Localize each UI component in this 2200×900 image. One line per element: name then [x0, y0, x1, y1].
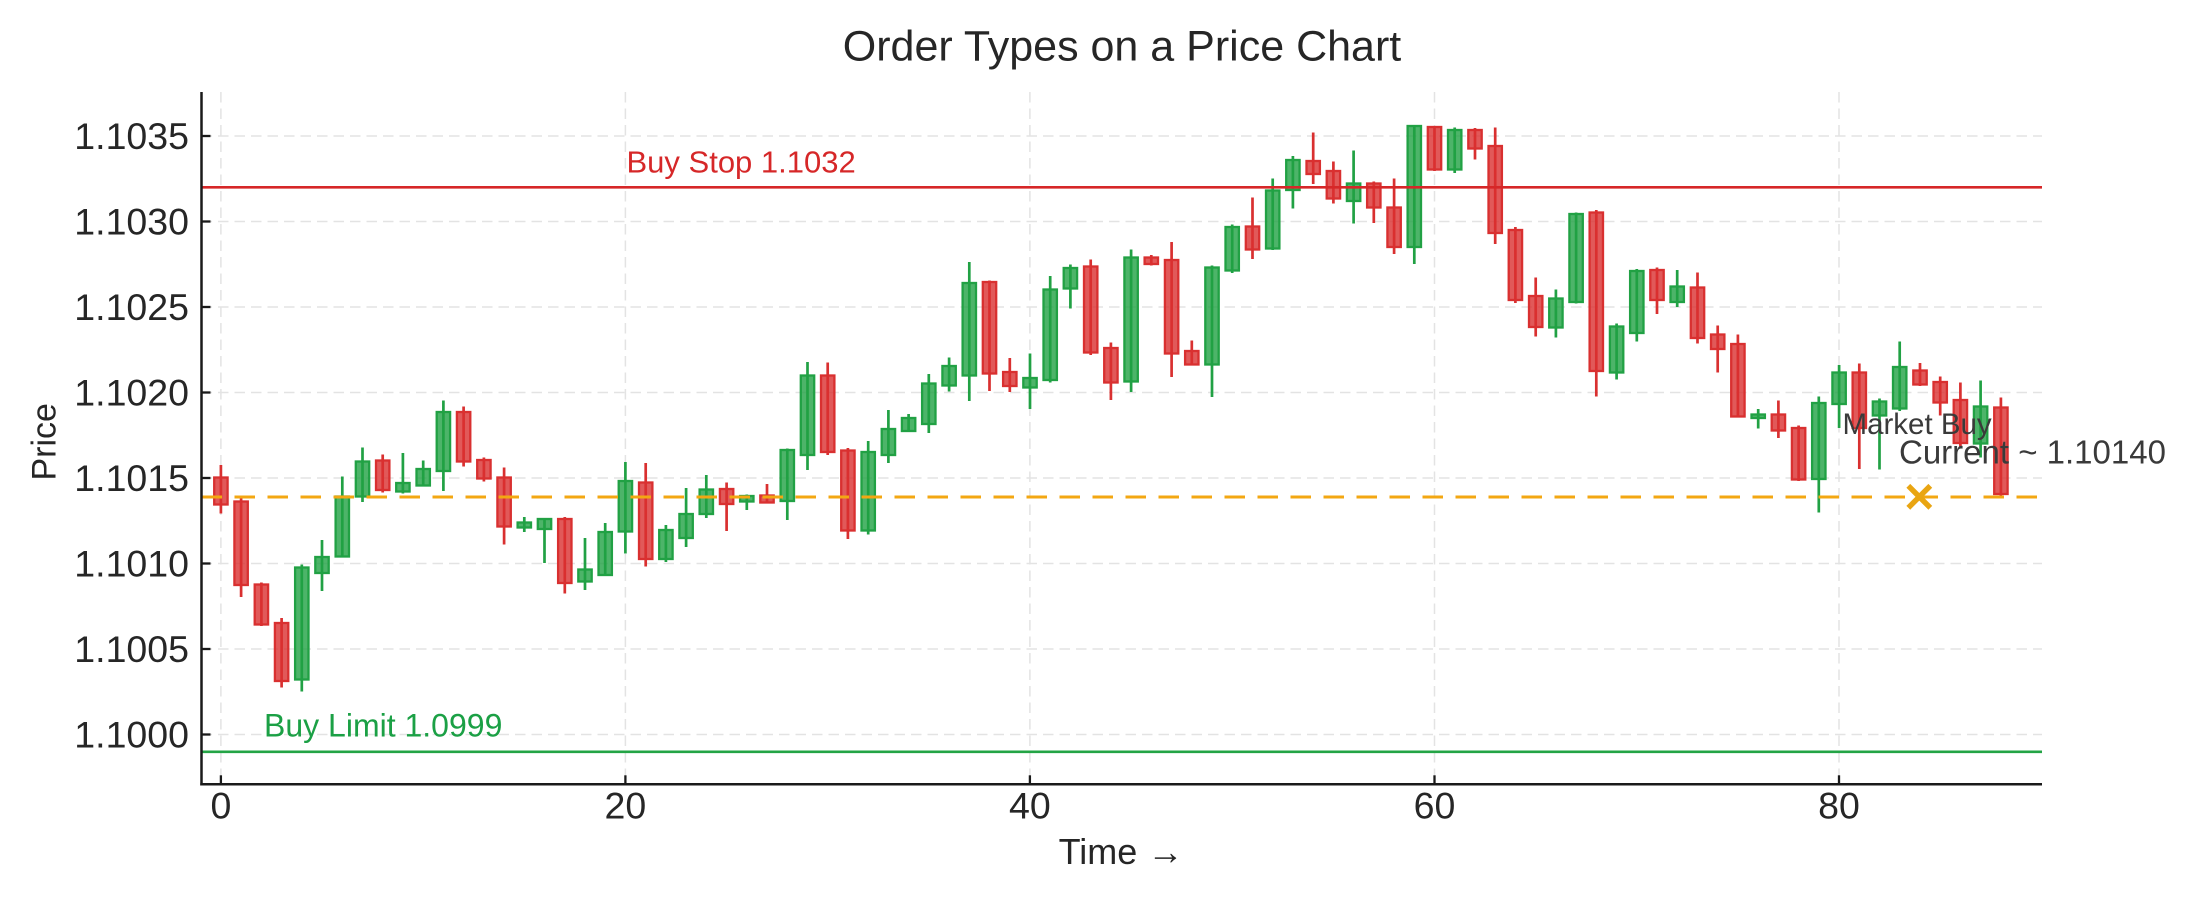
svg-text:1.1015: 1.1015 — [74, 457, 189, 499]
svg-text:Buy Stop 1.1032: Buy Stop 1.1032 — [627, 145, 856, 180]
svg-text:20: 20 — [605, 785, 647, 827]
svg-text:0: 0 — [210, 785, 231, 827]
svg-text:1.1010: 1.1010 — [74, 543, 189, 585]
svg-text:1.1030: 1.1030 — [74, 201, 189, 243]
svg-text:1.1020: 1.1020 — [74, 372, 189, 414]
svg-text:Buy Limit 1.0999: Buy Limit 1.0999 — [264, 708, 502, 744]
svg-text:1.1035: 1.1035 — [74, 115, 189, 157]
svg-text:Time →: Time → — [1059, 831, 1184, 872]
svg-text:80: 80 — [1818, 785, 1860, 827]
svg-text:1.1005: 1.1005 — [74, 628, 189, 670]
svg-text:1.1025: 1.1025 — [74, 286, 189, 328]
svg-text:40: 40 — [1009, 785, 1051, 827]
svg-text:1.1000: 1.1000 — [74, 714, 189, 756]
svg-text:60: 60 — [1414, 785, 1456, 827]
svg-text:Order Types on a Price Chart: Order Types on a Price Chart — [843, 23, 1402, 71]
svg-text:Current ~ 1.10140: Current ~ 1.10140 — [1899, 434, 2166, 471]
svg-text:Price: Price — [26, 403, 64, 480]
svg-text:Market Buy: Market Buy — [1843, 408, 1992, 441]
